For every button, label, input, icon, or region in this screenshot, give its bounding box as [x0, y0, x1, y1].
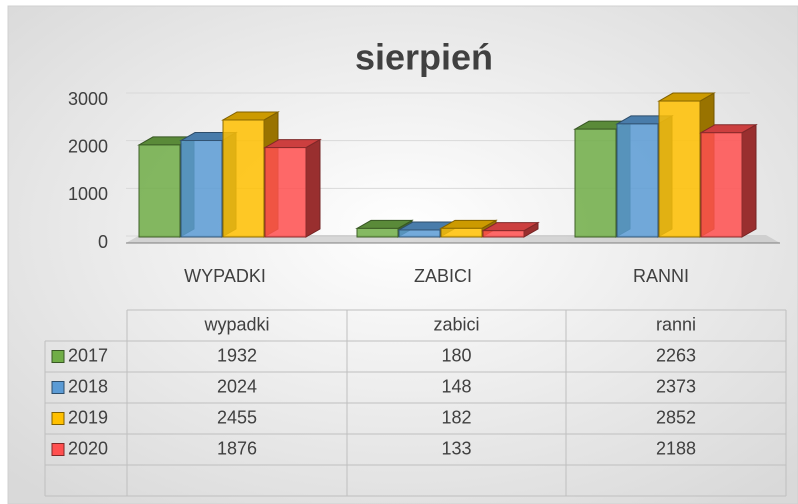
table-cell: 2852 — [656, 407, 696, 427]
table-cell: 148 — [441, 376, 471, 396]
chart-background — [7, 5, 798, 504]
legend-swatch — [51, 381, 65, 394]
bar-face — [482, 230, 525, 238]
table-header: ranni — [656, 314, 696, 334]
table-header: zabici — [433, 314, 479, 334]
bar-face — [305, 138, 321, 238]
table-cell: 1876 — [217, 438, 257, 458]
x-tick-label: ZABICI — [414, 266, 472, 286]
legend-label: 2018 — [68, 376, 108, 396]
bar-face — [741, 123, 757, 238]
y-tick-label: 1000 — [68, 184, 108, 204]
bar-face — [222, 119, 265, 238]
bar-face — [398, 229, 441, 238]
y-tick-label: 2000 — [68, 136, 108, 156]
table-cell: 133 — [441, 438, 471, 458]
legend-label: 2017 — [68, 345, 108, 365]
bar — [699, 123, 758, 238]
x-tick-label: WYPADKI — [184, 266, 266, 286]
legend-swatch — [51, 350, 65, 363]
bar — [481, 221, 540, 238]
table-cell: 182 — [441, 407, 471, 427]
table-cell: 1932 — [217, 345, 257, 365]
bar-face — [440, 227, 483, 238]
bar-face — [264, 147, 307, 238]
y-tick-label: 3000 — [68, 89, 108, 109]
bar — [263, 138, 322, 238]
legend-label: 2020 — [68, 438, 108, 458]
bar-face — [616, 123, 659, 238]
legend-label: 2019 — [68, 407, 108, 427]
table-header: wypadki — [203, 314, 269, 334]
bar-face — [180, 140, 223, 238]
bar-face — [574, 128, 617, 238]
table-cell: 2455 — [217, 407, 257, 427]
bar-face — [356, 227, 399, 238]
bar-face — [700, 132, 743, 238]
y-tick-label: 0 — [98, 232, 108, 252]
table-cell: 2373 — [656, 376, 696, 396]
legend-swatch — [51, 443, 65, 456]
x-tick-label: RANNI — [633, 266, 689, 286]
table-cell: 180 — [441, 345, 471, 365]
table-cell: 2188 — [656, 438, 696, 458]
bar-face — [138, 144, 181, 238]
legend-swatch — [51, 412, 65, 425]
table-cell: 2024 — [217, 376, 257, 396]
table-cell: 2263 — [656, 345, 696, 365]
bar-face — [658, 100, 701, 238]
chart-title: sierpień — [355, 37, 493, 78]
